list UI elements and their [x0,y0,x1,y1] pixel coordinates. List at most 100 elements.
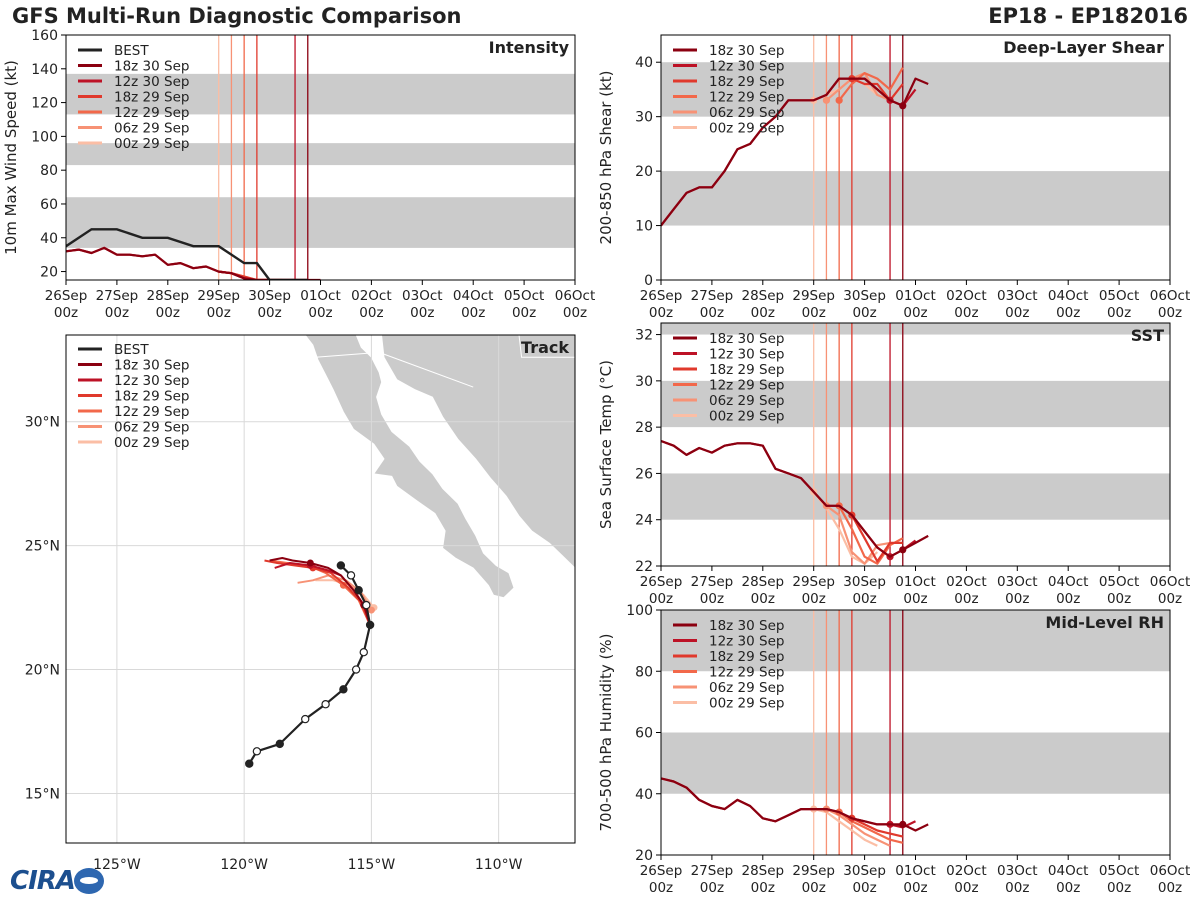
series-line-4 [838,67,904,101]
run-marker [899,102,907,110]
x-tick-label-hour: 00z [751,591,775,607]
legend-label: 00z 29 Sep [114,435,189,451]
shade-band [66,197,575,248]
x-tick-label: 28Sep [741,574,784,590]
rh-panel: 20 40 60 80 100 700-500 hPa Humidity (%) 26Sep… [597,603,1190,896]
best-track-point [362,600,371,610]
x-tick-label-hour: 00z [954,591,978,607]
series-line-4 [838,505,904,565]
legend-label: 12z 29 Sep [709,378,784,394]
best-track-point [346,571,356,580]
x-tick-label-hour: 00z [308,305,332,321]
x-tick-label: 29Sep [197,288,240,304]
x-tick-label: 03Oct [997,863,1038,879]
x-tick-label: 28Sep [741,288,784,304]
y-tick-label: 40 [635,787,653,803]
x-tick-label: 01Oct [895,288,936,304]
legend-label: 12z 30 Sep [709,347,784,363]
x-tick-label: 30Sep [843,288,886,304]
shade-band [66,143,575,166]
model-track-point [339,581,347,589]
x-tick-label: 02Oct [946,288,987,304]
y-tick-label: 30 [635,110,653,126]
shade-band [661,732,1170,794]
lon-tick-label: 120°W [220,857,268,873]
y-tick-label: 32 [635,328,653,344]
series-line-2 [66,246,308,280]
legend-label: 18z 29 Sep [709,362,784,378]
y-tick-label: 80 [635,664,653,680]
legend-label: 06z 29 Sep [114,121,189,137]
y-axis-label: 10m Max Wind Speed (kt) [2,60,20,255]
best-track-point [354,586,363,595]
x-tick-label: 27Sep [691,863,734,879]
x-tick-label-hour: 00z [954,305,978,321]
x-tick-label: 04Oct [453,288,494,304]
legend-label: 06z 29 Sep [709,680,784,696]
shade-band [661,380,1170,428]
x-tick-label: 26Sep [640,863,683,879]
legend-label: 12z 29 Sep [709,90,784,106]
x-tick-label-hour: 00z [700,880,724,896]
x-tick-label: 05Oct [1099,574,1140,590]
legend-label: BEST [114,342,149,358]
lat-tick-label: 20°N [25,663,60,679]
x-tick-label-hour: 00z [1107,591,1131,607]
series-line-5 [825,808,891,847]
x-tick-label: 06Oct [1150,574,1191,590]
series-line-1 [661,777,929,832]
globe-icon [74,868,104,894]
mainland-mexico-shape [381,335,575,599]
model-track-3 [264,559,370,623]
run-marker [822,96,831,104]
y-tick-label: 22 [635,559,653,575]
legend-label: 18z 29 Sep [709,74,784,90]
x-tick-label-hour: 00z [257,305,281,321]
lat-tick-label: 25°N [25,539,60,555]
x-tick-label: 30Sep [248,288,291,304]
y-tick-label: 28 [635,420,653,436]
y-tick-label: 20 [40,265,58,281]
x-tick-label: 03Oct [997,288,1038,304]
legend-label: 06z 29 Sep [709,393,784,409]
legend-label: BEST [114,43,149,59]
x-tick-label-hour: 00z [903,591,927,607]
legend-label: 12z 29 Sep [114,404,189,420]
figure-title: GFS Multi-Run Diagnostic Comparison [12,4,462,28]
best-track-line [248,564,372,765]
x-tick-label: 28Sep [146,288,189,304]
y-tick-label: 20 [635,164,653,180]
best-track-point [351,665,361,674]
best-track-point [336,561,346,570]
best-track-point [365,620,375,630]
x-tick-label-hour: 00z [852,591,876,607]
legend-label: 18z 29 Sep [114,90,189,106]
x-tick-label: 29Sep [792,863,835,879]
legend-label: 18z 30 Sep [709,43,784,59]
x-tick-label: 04Oct [1048,863,1089,879]
x-tick-label-hour: 00z [1107,880,1131,896]
baja-california-shape [304,335,515,599]
x-tick-label: 05Oct [1099,288,1140,304]
series-line-5 [825,72,891,102]
x-tick-label-hour: 00z [954,880,978,896]
lon-tick-label: 115°W [348,857,396,873]
x-tick-label-hour: 00z [461,305,485,321]
y-tick-label: 30 [635,374,653,390]
x-tick-label-hour: 00z [802,880,826,896]
x-tick-label: 04Oct [1048,288,1089,304]
x-tick-label: 30Sep [843,574,886,590]
run-marker [835,96,843,104]
x-tick-label: 05Oct [504,288,545,304]
track-panel: 125°W 120°W 115°W 110°W 15°N 20°N 25°N 30°N Trac… [25,334,576,873]
legend-label: 12z 30 Sep [114,74,189,90]
x-tick-label-hour: 00z [1005,591,1029,607]
x-tick-label-hour: 00z [1158,880,1182,896]
x-tick-label: 01Oct [895,574,936,590]
x-tick-label-hour: 00z [852,305,876,321]
model-track-point [367,606,375,614]
x-tick-label-hour: 00z [802,305,826,321]
legend-label: 18z 30 Sep [709,331,784,347]
